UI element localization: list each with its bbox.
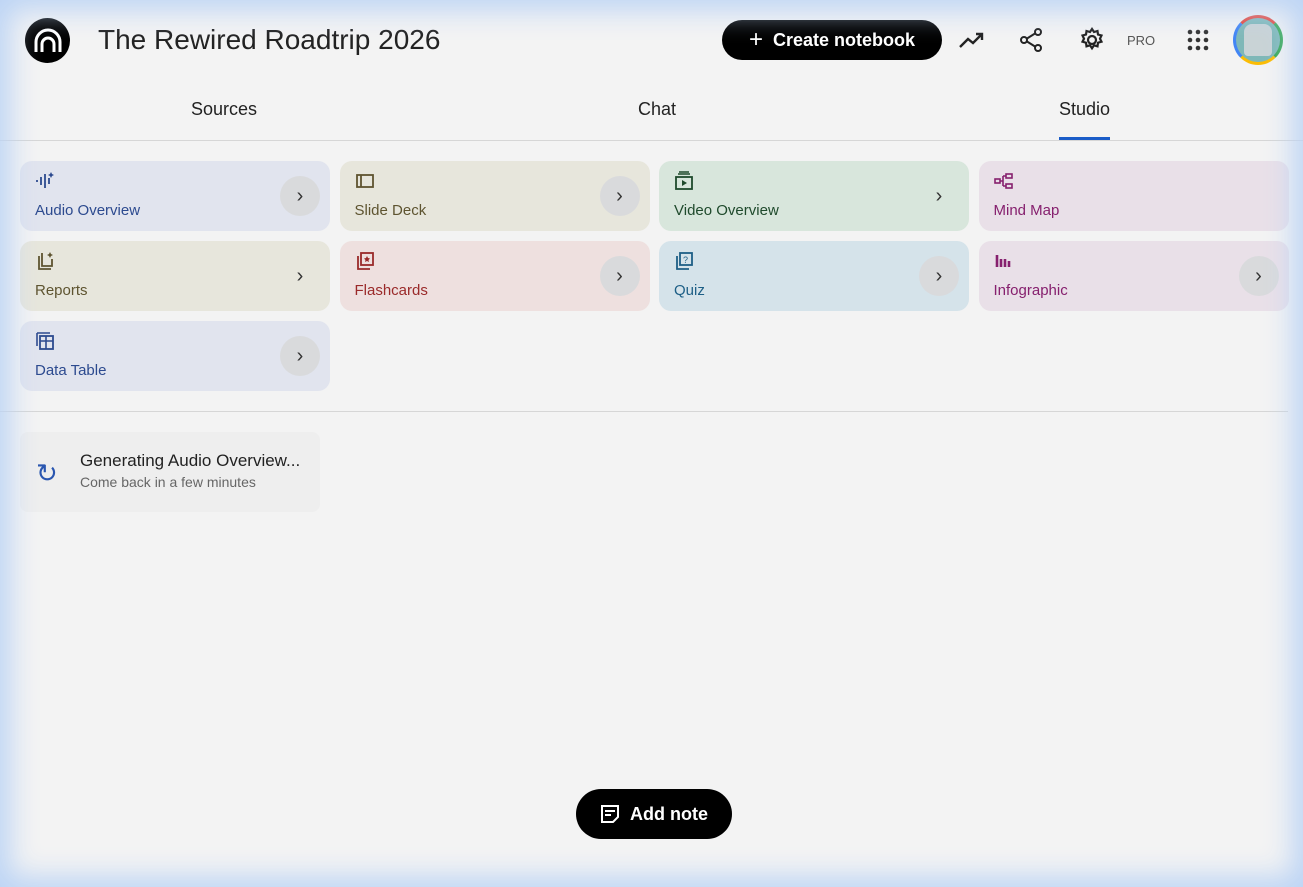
studio-card-label: Infographic (993, 282, 1068, 299)
robot-avatar-image (1244, 24, 1272, 56)
add-note-label: Add note (630, 803, 708, 824)
generating-audio-overview-item: ↻ Generating Audio Overview... Come back… (20, 432, 320, 512)
generating-title: Generating Audio Overview... (80, 451, 301, 470)
table-icon (36, 332, 54, 350)
user-avatar[interactable] (1233, 15, 1283, 65)
studio-card-label: Mind Map (993, 202, 1060, 219)
quiz-icon: ? (676, 252, 693, 270)
tab-studio[interactable]: Studio (1059, 99, 1111, 140)
studio-card-label: Data Table (35, 362, 107, 379)
sync-spinner-icon: ↻ (36, 458, 58, 488)
apps-grid-icon[interactable] (1184, 26, 1212, 54)
studio-card-label: Audio Overview (35, 202, 141, 219)
studio-card-flashcards[interactable]: Flashcards › (339, 241, 650, 311)
notebook-title[interactable]: The Rewired Roadtrip 2026 (98, 24, 441, 55)
create-notebook-label: Create notebook (772, 29, 916, 50)
add-note-button[interactable]: Add note (576, 789, 732, 839)
pro-badge: PRO (1127, 33, 1156, 48)
share-icon[interactable] (1017, 26, 1045, 54)
notebooklm-logo-icon[interactable] (25, 18, 70, 63)
infographic-icon (995, 255, 1010, 267)
studio-card-data-table[interactable]: Data Table › (20, 321, 330, 391)
divider (0, 411, 1288, 412)
svg-text:?: ? (683, 255, 688, 265)
reports-icon (38, 252, 53, 270)
studio-card-mind-map[interactable]: Mind Map (978, 161, 1289, 231)
tab-chat[interactable]: Chat (638, 99, 677, 119)
studio-card-quiz[interactable]: ? Quiz › (659, 241, 969, 311)
chevron-right-icon[interactable]: › (599, 256, 640, 296)
slides-icon (355, 174, 374, 188)
audio-waveform-icon (36, 172, 54, 188)
studio-card-video-overview[interactable]: Video Overview › (659, 161, 969, 231)
studio-card-label: Video Overview (674, 202, 779, 219)
chevron-right-icon[interactable]: › (919, 256, 959, 296)
flashcards-icon (356, 252, 374, 270)
generating-subtitle: Come back in a few minutes (80, 474, 256, 490)
studio-card-label: Flashcards (354, 282, 428, 299)
analytics-trend-icon[interactable] (958, 26, 986, 54)
studio-card-label: Quiz (674, 282, 705, 299)
mind-map-icon (993, 173, 1013, 189)
panel-tabs: Sources Chat Studio (0, 80, 1303, 141)
settings-gear-icon[interactable] (1078, 26, 1106, 54)
tab-sources[interactable]: Sources (191, 99, 258, 119)
studio-card-audio-overview[interactable]: Audio Overview › (20, 161, 330, 231)
studio-card-label: Reports (35, 282, 88, 299)
header: The Rewired Roadtrip 2026 + Create notebo… (0, 0, 1303, 80)
studio-card-slide-deck[interactable]: Slide Deck › (339, 161, 650, 231)
create-notebook-button[interactable]: + Create notebook (722, 20, 942, 60)
chevron-right-icon[interactable]: › (935, 184, 943, 207)
studio-card-reports[interactable]: Reports › (20, 241, 330, 311)
note-icon (601, 805, 619, 823)
studio-card-label: Slide Deck (354, 202, 427, 219)
chevron-right-icon[interactable]: › (280, 336, 320, 376)
video-icon (675, 171, 693, 190)
chevron-right-icon[interactable]: › (280, 176, 320, 216)
studio-card-infographic[interactable]: Infographic › (978, 241, 1289, 311)
chevron-right-icon[interactable]: › (599, 176, 640, 216)
chevron-right-icon[interactable]: › (1238, 256, 1279, 296)
plus-icon: + (748, 26, 763, 53)
chevron-right-icon[interactable]: › (296, 264, 304, 287)
